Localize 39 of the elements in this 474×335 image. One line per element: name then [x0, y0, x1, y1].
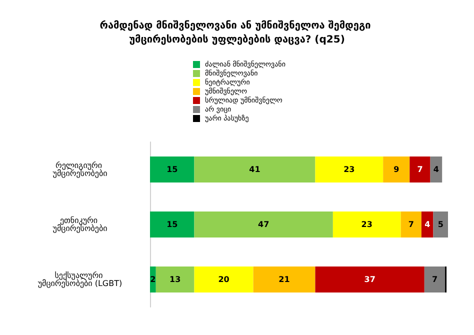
data-label: 15 [166, 165, 178, 174]
data-label: 7 [417, 165, 423, 174]
data-label: 23 [344, 165, 355, 174]
y-tick-label: სექსუალური უმცირესობები (LGBT) [38, 271, 122, 288]
bar [194, 266, 254, 292]
bar [315, 266, 424, 292]
y-tick-label: ეთნიკური უმცირესობები [52, 216, 108, 233]
data-label: 21 [278, 275, 290, 284]
bar [194, 156, 316, 182]
chart-title: რამდენად მნიშვნელოვანი ან უმნიშვნელოა შემდეგი უმცირესობების უფლებების დაცვა? (q25) [100, 20, 374, 46]
bar [315, 156, 384, 182]
data-label: 7 [408, 220, 414, 229]
bar [383, 156, 410, 182]
data-label: 41 [249, 165, 261, 174]
data-label: 5 [438, 220, 444, 229]
bar [421, 212, 434, 238]
bar [433, 212, 448, 238]
bar [150, 212, 194, 238]
bar [424, 266, 446, 292]
data-label: 20 [218, 275, 230, 284]
data-label: 37 [364, 275, 376, 284]
data-label: 4 [424, 220, 431, 229]
data-label: 7 [432, 275, 438, 284]
data-label: 2 [150, 275, 156, 284]
bar [400, 212, 422, 238]
data-label: 9 [394, 165, 400, 174]
bar [332, 212, 401, 238]
bar [194, 212, 333, 238]
data-label: 4 [433, 165, 440, 174]
data-label: 15 [166, 220, 178, 229]
data-label: 47 [258, 220, 270, 229]
data-label: 13 [170, 275, 181, 284]
bar [253, 266, 316, 292]
data-label: 23 [361, 220, 372, 229]
bar [156, 266, 194, 292]
bar [410, 156, 430, 182]
bar [150, 156, 194, 182]
y-tick-label: რელიგიური უმცირესობები [52, 161, 108, 178]
bar [430, 156, 442, 182]
